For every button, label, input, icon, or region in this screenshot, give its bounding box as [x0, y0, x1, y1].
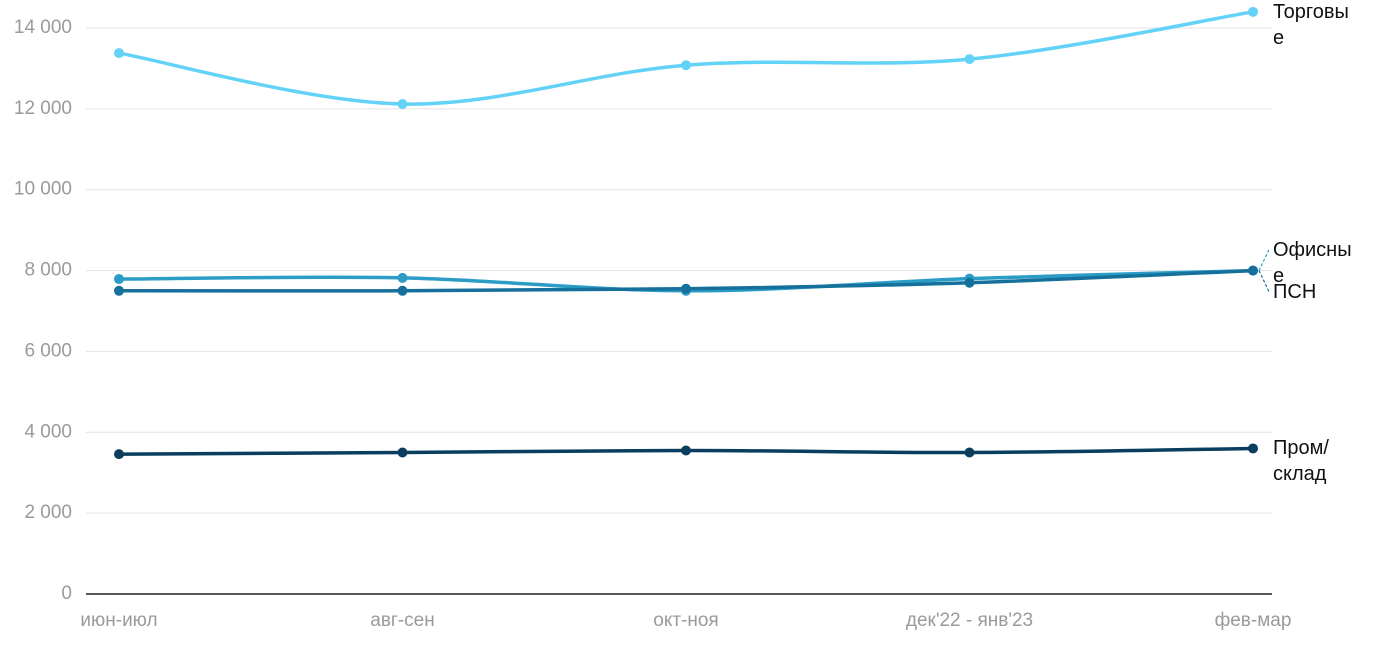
data-point: [397, 99, 408, 110]
y-tick-label: 6 000: [24, 340, 72, 361]
series-label: ПСН: [1273, 280, 1317, 303]
data-point: [397, 447, 408, 458]
y-tick-label: 14 000: [14, 17, 72, 38]
data-point: [964, 277, 975, 288]
leader-line: [1258, 270, 1270, 292]
data-point: [114, 449, 124, 460]
data-point: [681, 60, 691, 71]
y-tick-label: 2 000: [24, 502, 72, 523]
data-point: [397, 285, 408, 296]
data-point: [114, 274, 124, 285]
x-tick-label: авг-сен: [370, 610, 434, 631]
data-point: [1248, 443, 1258, 454]
y-tick-label: 10 000: [14, 179, 72, 200]
data-point: [114, 285, 124, 296]
x-tick-label: дек'22 - янв'23: [906, 610, 1033, 631]
data-point: [114, 48, 124, 59]
x-tick-label: фев-мар: [1215, 610, 1292, 631]
data-point: [1248, 265, 1258, 276]
y-tick-label: 8 000: [24, 260, 72, 281]
series-label: Пром/склад: [1273, 437, 1329, 486]
data-point: [681, 283, 691, 294]
series-label: Офисные: [1273, 238, 1352, 287]
x-tick-label: июн-июл: [80, 610, 157, 631]
y-tick-label: 12 000: [14, 98, 72, 119]
series-label: Торговые: [1273, 0, 1349, 49]
data-point: [397, 272, 408, 283]
leader-line: [1258, 249, 1270, 271]
data-point: [964, 447, 975, 458]
x-tick-label: окт-ноя: [653, 610, 718, 631]
data-point: [681, 445, 691, 456]
y-tick-label: 0: [61, 583, 72, 604]
y-tick-label: 4 000: [24, 421, 72, 442]
data-point: [1248, 6, 1258, 17]
data-point: [964, 54, 975, 65]
series-line: [118, 10, 1254, 106]
